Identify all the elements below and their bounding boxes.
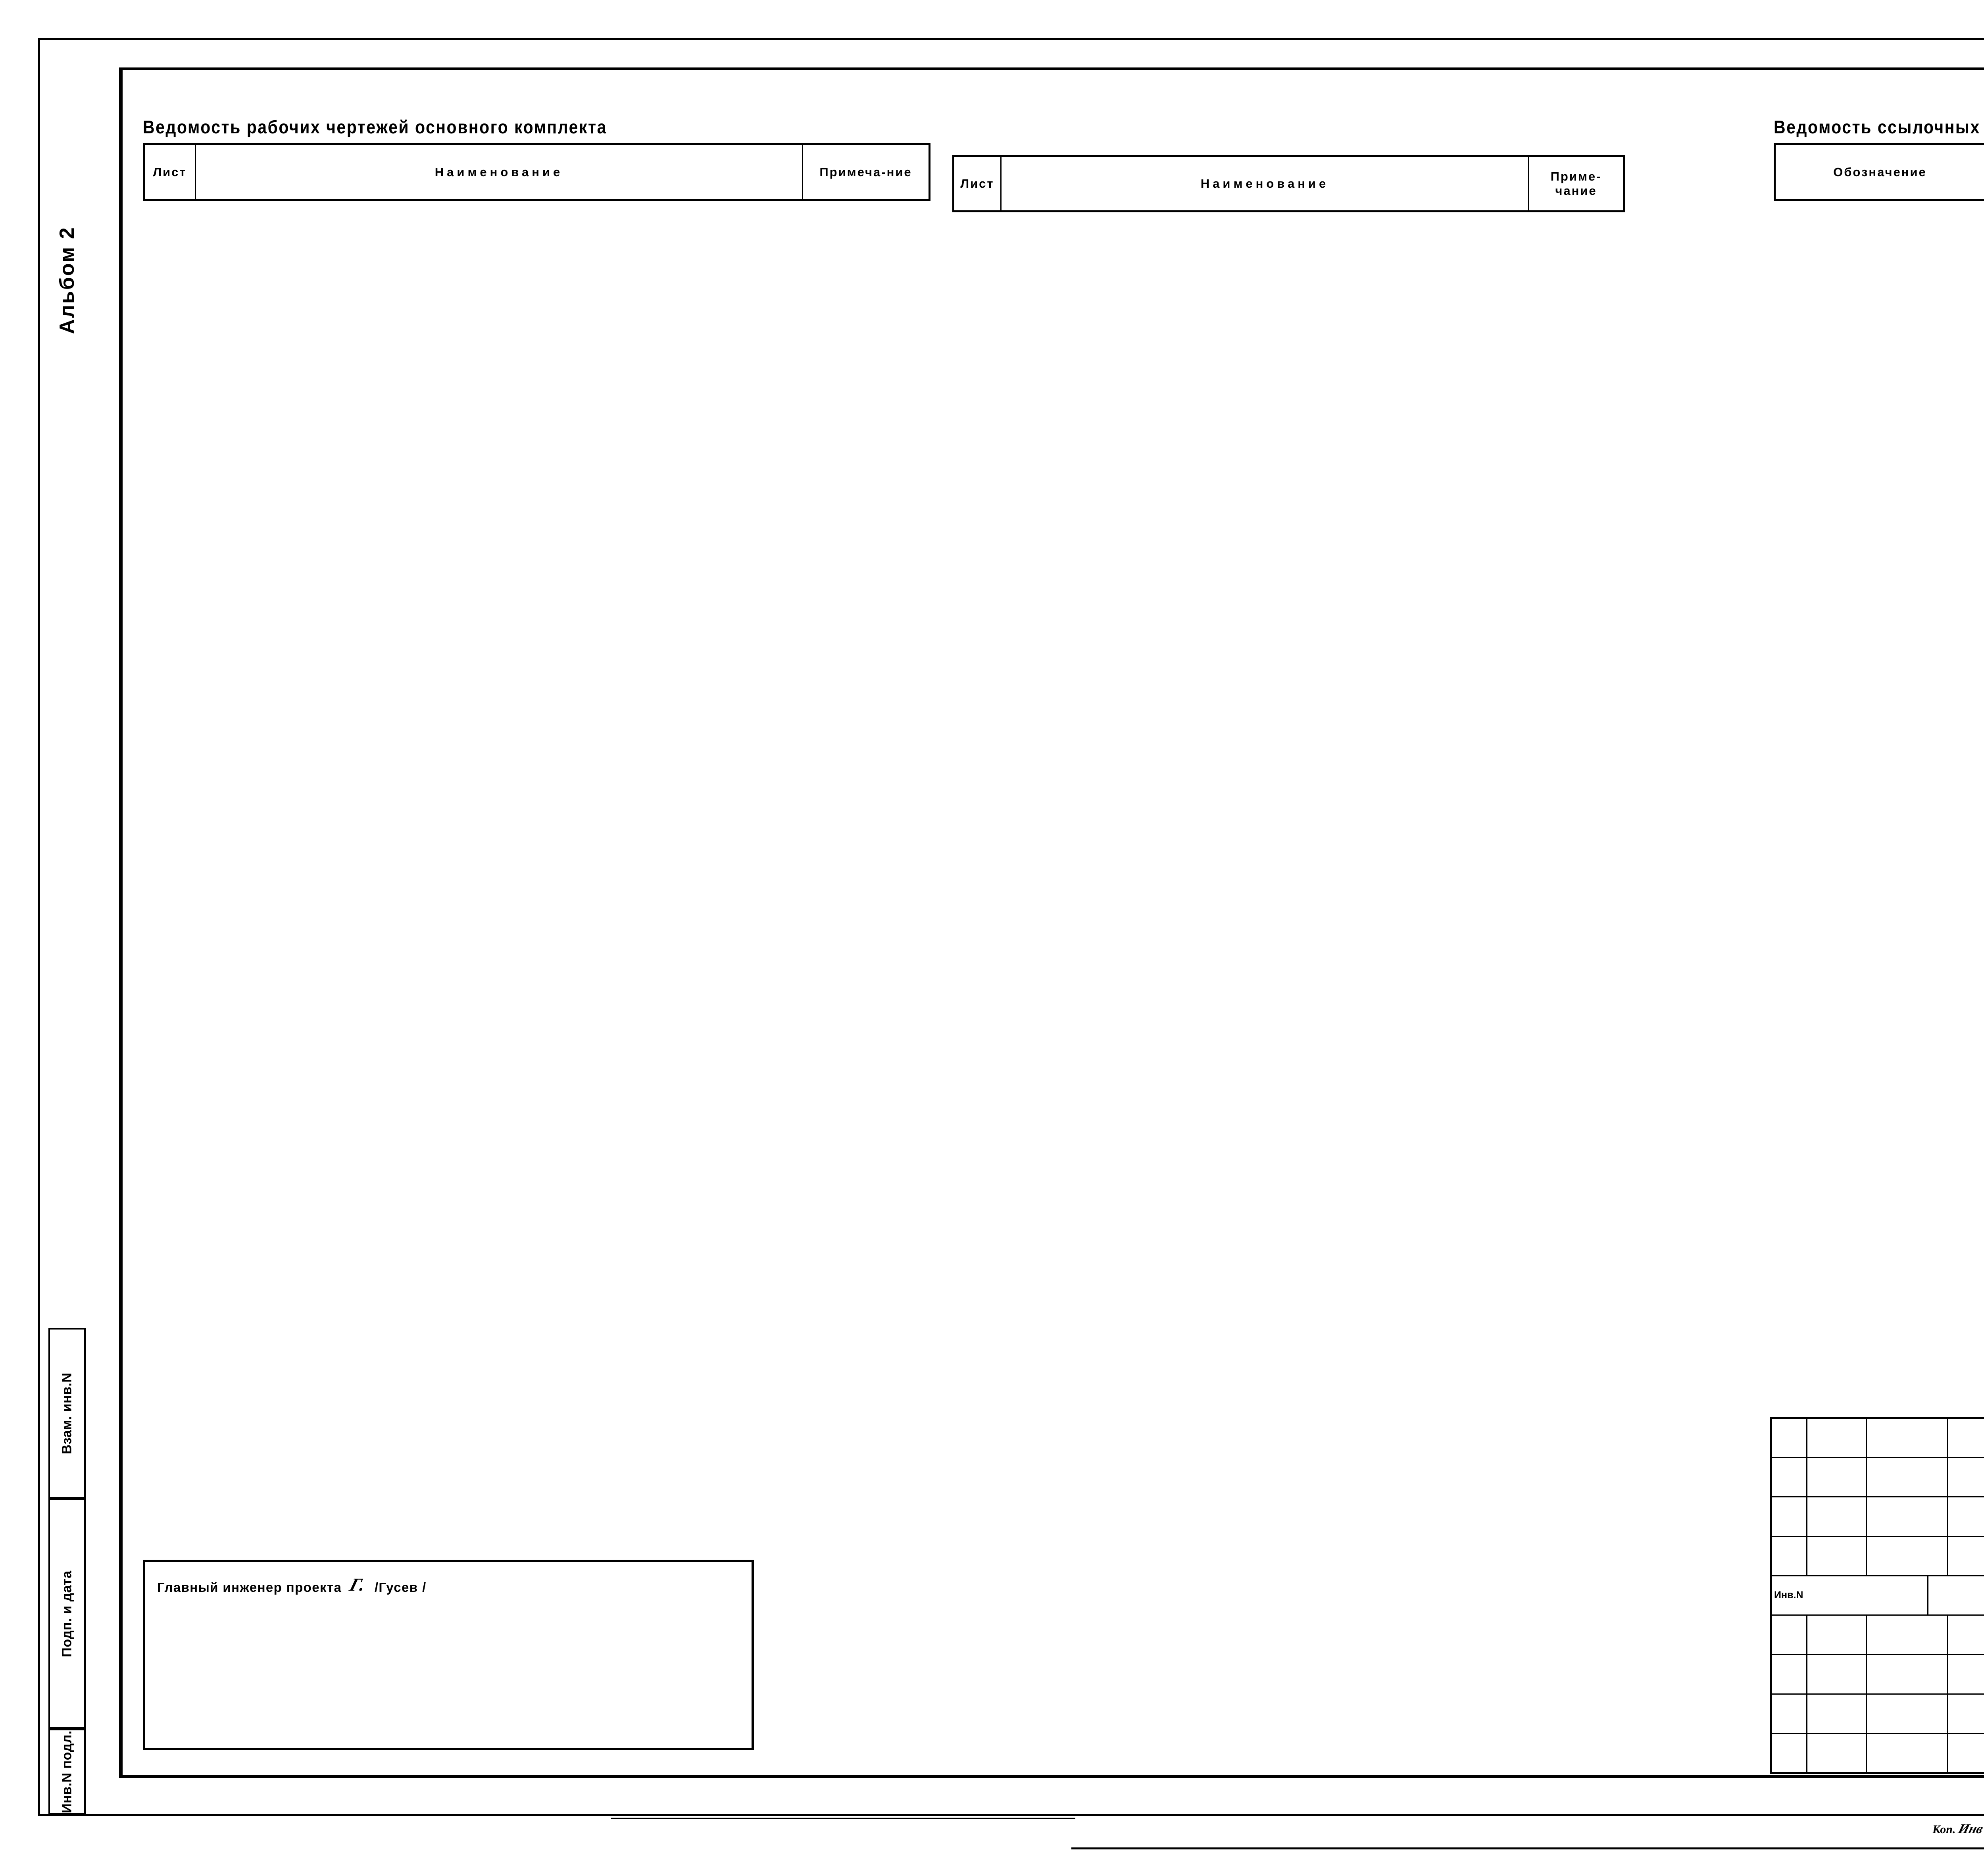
copy-note: Коп.Инв bbox=[1932, 1822, 1984, 1837]
left-margin-strip: Альбом 2 Взам. инв.N Подп. и дата Инв.N … bbox=[38, 38, 86, 1816]
conformity-note-box: Главный инженер проекта Г. /Гусев / bbox=[143, 1560, 754, 1750]
col-header-sheet: Лист bbox=[953, 155, 1002, 212]
revision-row bbox=[1772, 1419, 1984, 1458]
bottom-rule-right bbox=[1071, 1847, 1984, 1849]
album-label-cell: Альбом 2 bbox=[48, 193, 86, 368]
revision-row bbox=[1772, 1655, 1984, 1695]
margin-label-vzam: Взам. инв.N bbox=[59, 1372, 75, 1454]
table-header-row: Обозначение Наименование Приме-чание bbox=[1774, 144, 1984, 200]
col-header-note: Примеча-ние bbox=[802, 144, 930, 200]
working-drawings-index-continued: Лист Наименование Приме-чание bbox=[952, 155, 1625, 212]
chief-engineer-label: Главный инженер проекта bbox=[157, 1580, 342, 1595]
left-index-table: Лист Наименование Примеча-ние bbox=[143, 143, 930, 201]
margin-cell-podp: Подп. и дата bbox=[48, 1499, 86, 1729]
revision-row bbox=[1772, 1537, 1984, 1576]
table-header-row: Лист Наименование Примеча-ние bbox=[143, 144, 930, 200]
bottom-rule-left bbox=[611, 1818, 1075, 1819]
chief-engineer-name: /Гусев / bbox=[374, 1580, 427, 1595]
revision-row bbox=[1772, 1616, 1984, 1655]
revision-row bbox=[1772, 1458, 1984, 1498]
title-block: Инв.N Привязан: т п 409-15-114.89 КЖ bbox=[1770, 1417, 1984, 1774]
col-header-note: Приме-чание bbox=[1528, 155, 1624, 212]
copy-note-label: Коп. bbox=[1932, 1823, 1956, 1836]
col-header-name: Наименование bbox=[195, 144, 803, 200]
sheet-outer-frame bbox=[38, 38, 1984, 1816]
inventory-number-row: Инв.N bbox=[1772, 1576, 1984, 1616]
copy-note-signature: Инв bbox=[1957, 1822, 1984, 1836]
margin-cell-vzam: Взам. инв.N bbox=[48, 1328, 86, 1499]
col-header-code: Обозначение bbox=[1774, 144, 1984, 200]
revision-grid: Инв.N bbox=[1772, 1419, 1984, 1772]
left-table-title: Ведомость рабочих чертежей основного ком… bbox=[143, 117, 607, 137]
col-header-name: Наименование bbox=[1000, 155, 1529, 212]
revision-row bbox=[1772, 1734, 1984, 1772]
middle-index-table: Лист Наименование Приме-чание bbox=[952, 155, 1625, 212]
sheet-inner-frame bbox=[119, 67, 1984, 1778]
col-header-sheet: Лист bbox=[143, 144, 196, 200]
right-index-table: Обозначение Наименование Приме-чание bbox=[1774, 143, 1984, 201]
margin-label-podp: Подп. и дата bbox=[59, 1570, 75, 1657]
inventory-number-label: Инв.N bbox=[1772, 1576, 1928, 1615]
margin-cell-inv: Инв.N подл. bbox=[48, 1729, 86, 1814]
handwritten-signature: Г. bbox=[347, 1574, 369, 1595]
margin-label-inv: Инв.N подл. bbox=[59, 1730, 75, 1813]
revision-row bbox=[1772, 1694, 1984, 1734]
chief-engineer-signature-row: Главный инженер проекта Г. /Гусев / bbox=[157, 1574, 741, 1595]
album-label: Альбом 2 bbox=[56, 226, 79, 334]
reference-documents-index: Ведомость ссылочных и прилагаемых докуме… bbox=[1774, 117, 1984, 201]
working-drawings-index: Ведомость рабочих чертежей основного ком… bbox=[143, 117, 930, 201]
table-header-row: Лист Наименование Приме-чание bbox=[953, 155, 1624, 212]
right-table-title: Ведомость ссылочных и прилагаемых докуме… bbox=[1774, 117, 1984, 137]
revision-row bbox=[1772, 1497, 1984, 1537]
